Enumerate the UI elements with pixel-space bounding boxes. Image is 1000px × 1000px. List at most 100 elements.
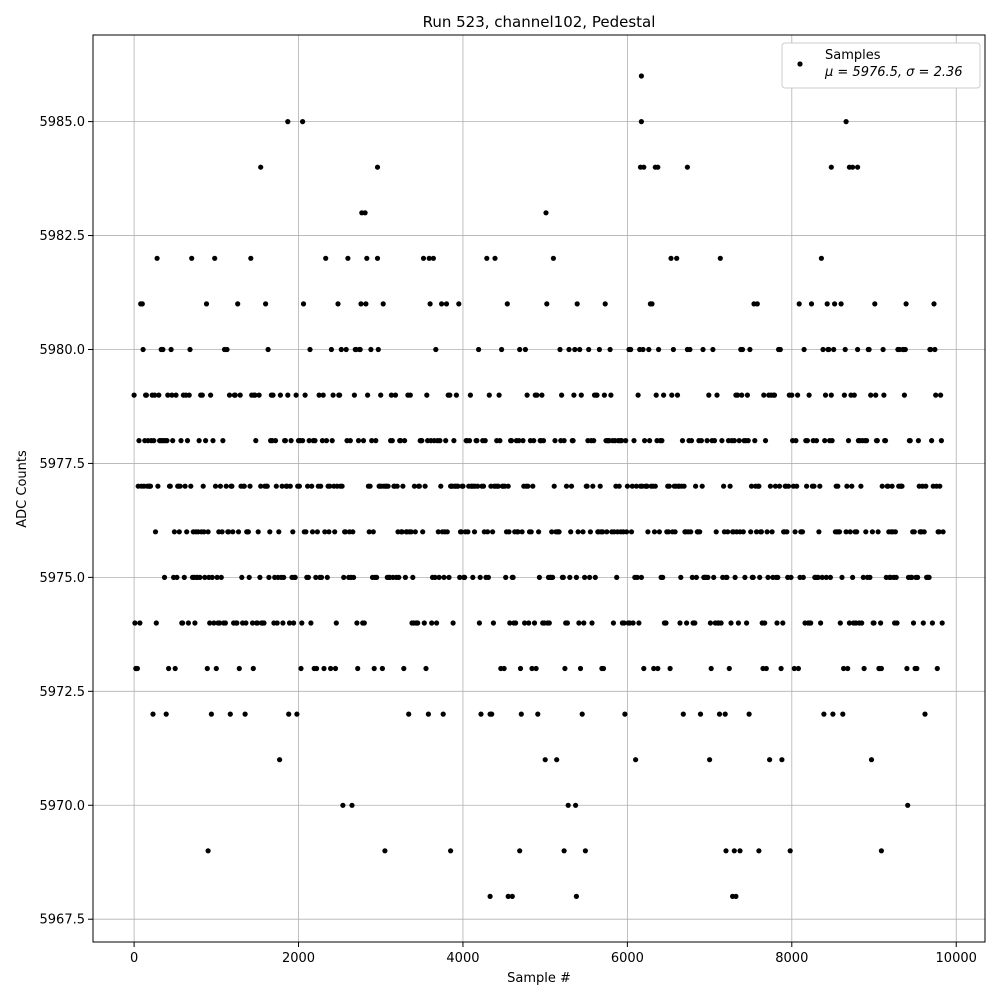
data-point [638,119,645,125]
data-point [716,711,723,717]
data-point [903,301,909,307]
data-point [580,529,586,535]
data-point [573,893,580,900]
data-point [902,346,908,353]
data-point [687,346,693,353]
data-point [587,574,593,581]
data-point [255,529,261,535]
data-point [910,620,917,626]
data-point [811,483,817,489]
data-point [698,438,705,444]
data-point [587,529,594,535]
data-point [792,529,798,535]
data-point [624,529,630,535]
data-point [531,438,537,444]
data-point [358,301,364,307]
data-point [574,301,580,307]
data-point [744,620,750,626]
data-point [186,392,192,398]
data-point [241,483,247,489]
data-point [748,529,754,535]
data-point [154,255,160,261]
data-point [474,438,480,444]
data-point [235,301,241,307]
data-point [681,483,687,489]
data-point [940,529,946,535]
data-point [220,438,226,444]
data-point [208,711,214,717]
data-point [843,119,849,125]
data-point [354,620,360,626]
data-point [629,483,635,489]
x-axis-ticks: 0 2000 4000 6000 8000 10000 [130,942,977,966]
data-point [582,848,589,854]
data-point [921,529,927,535]
data-point [929,438,935,444]
data-point [306,438,312,444]
data-point [296,483,302,489]
data-point [562,665,568,672]
data-point [589,620,595,626]
data-point [177,483,183,489]
data-point [819,574,825,581]
data-point [640,346,646,353]
data-point [808,620,814,626]
data-point [165,392,171,398]
data-point [313,574,319,581]
data-point [298,665,304,672]
data-point [839,574,845,581]
data-point [929,620,936,626]
data-point [184,438,191,444]
data-point [324,574,330,581]
data-point [205,529,211,535]
y-tick-label: 5977.5 [40,457,86,472]
data-point [388,392,394,398]
data-point [486,392,492,398]
data-point [757,574,763,581]
data-point [713,529,719,535]
data-point [316,392,322,398]
data-point [684,620,690,626]
data-point [850,574,856,581]
data-point [134,665,140,672]
data-point [201,529,207,535]
data-point [652,483,658,489]
data-point [831,346,837,353]
data-point [636,620,642,626]
plot-frame [92,34,986,943]
legend-stats: μ = 5976.5, σ = 2.36 [824,65,963,80]
data-point [791,665,797,672]
data-point [448,848,454,854]
data-point [440,711,446,717]
data-point [349,802,355,808]
data-point [419,438,425,444]
data-point [534,392,540,398]
data-point [663,620,669,626]
data-point [420,255,427,261]
data-point [710,346,716,353]
data-point [178,438,184,444]
data-point [132,620,138,626]
data-point [458,529,464,535]
data-point [485,574,491,581]
data-point [752,438,758,444]
data-point [450,620,456,626]
data-point [604,529,610,535]
data-point [539,392,545,398]
data-point [723,848,729,854]
data-point [299,620,305,626]
data-point [922,711,928,717]
data-point [621,620,627,626]
data-point [226,392,233,398]
data-point [719,438,725,444]
data-point [187,346,193,353]
data-point [487,893,493,900]
data-point [693,483,699,489]
data-point [160,346,166,353]
data-point [207,620,213,626]
data-point [563,483,570,489]
data-point [471,529,478,535]
data-point [406,711,412,717]
data-point [828,392,834,398]
data-point [818,255,825,261]
